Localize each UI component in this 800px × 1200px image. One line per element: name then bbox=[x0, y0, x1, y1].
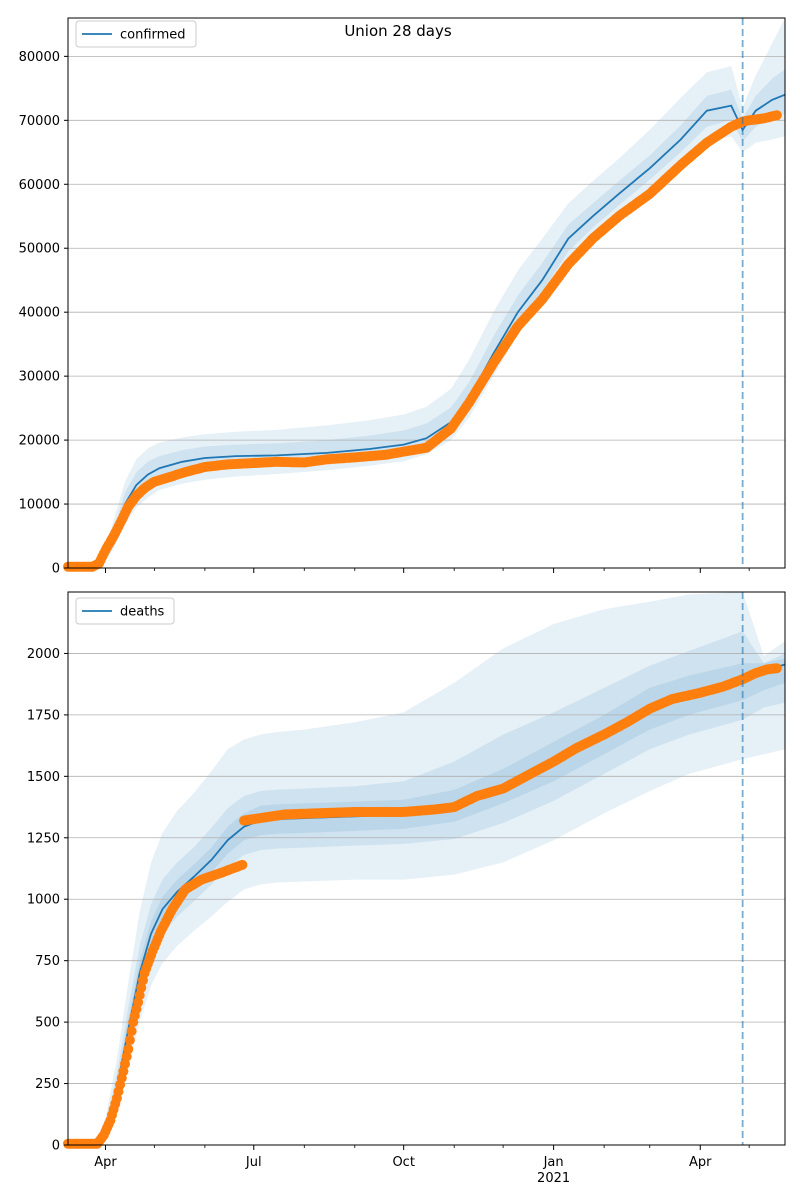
deaths-observed-point bbox=[123, 1044, 134, 1055]
deaths-uncertainty-band-2 bbox=[68, 631, 785, 1145]
confirmed-axes-frame bbox=[67, 17, 786, 569]
deaths-x-tick-label: Jul bbox=[245, 1155, 262, 1170]
confirmed-y-tick-label: 10000 bbox=[19, 498, 60, 513]
deaths-legend: deaths bbox=[75, 597, 175, 625]
deaths-observed-point bbox=[124, 1035, 135, 1046]
deaths-x-tick-label: Apr bbox=[689, 1155, 712, 1170]
deaths-axes-frame bbox=[67, 591, 786, 1146]
confirmed-x-ticks bbox=[104, 568, 750, 573]
deaths-observed-point bbox=[771, 663, 782, 674]
deaths-legend-box bbox=[75, 597, 175, 625]
confirmed-y-tick-label: 40000 bbox=[19, 306, 60, 321]
deaths-observed-points bbox=[63, 663, 782, 1149]
confirmed-model-line-layer bbox=[68, 93, 786, 569]
confirmed-y-tick-label: 0 bbox=[52, 562, 60, 577]
confirmed-y-ticks: 0 10000 20000 30000 40000 50000 60000 70000 8000… bbox=[19, 50, 68, 577]
confirmed-legend-label: confirmed bbox=[120, 28, 186, 43]
confirmed-y-tick-label: 60000 bbox=[19, 178, 60, 193]
confirmed-observed-point bbox=[771, 110, 782, 121]
confirmed-legend: confirmed bbox=[75, 20, 197, 48]
deaths-x-tick-year-label: 2021 bbox=[537, 1171, 570, 1186]
deaths-observed-point bbox=[237, 859, 248, 870]
confirmed-y-tick-label: 20000 bbox=[19, 434, 60, 449]
deaths-y-tick-label: 0 bbox=[52, 1139, 60, 1154]
deaths-y-tick-label: 1000 bbox=[27, 893, 60, 908]
confirmed-bands bbox=[68, 18, 785, 568]
deaths-x-tick-label: Jan bbox=[543, 1155, 564, 1170]
confirmed-uncertainty-band-2 bbox=[68, 69, 785, 568]
deaths-uncertainty-band-3 bbox=[68, 658, 785, 1145]
deaths-observed-point bbox=[126, 1026, 137, 1037]
deaths-y-tick-label: 750 bbox=[35, 954, 60, 969]
panel-deaths: 0 250 500 750 1000 1250 1500 1750 2000 Apr Jul Oct… bbox=[27, 591, 786, 1186]
confirmed-y-tick-label: 30000 bbox=[19, 370, 60, 385]
confirmed-uncertainty-band-1 bbox=[68, 18, 785, 568]
deaths-x-tick-label: Oct bbox=[392, 1155, 414, 1170]
confirmed-y-tick-label: 70000 bbox=[19, 114, 60, 129]
confirmed-observed-points bbox=[63, 110, 782, 572]
deaths-y-tick-label: 500 bbox=[35, 1016, 60, 1031]
confirmed-y-tick-label: 50000 bbox=[19, 242, 60, 257]
confirmed-legend-box bbox=[75, 20, 197, 48]
deaths-legend-label: deaths bbox=[120, 605, 165, 620]
panel-confirmed: 0 10000 20000 30000 40000 50000 60000 70000 8000… bbox=[19, 17, 786, 577]
deaths-y-tick-label: 1750 bbox=[27, 708, 60, 723]
figure-title: Union 28 days bbox=[344, 22, 452, 40]
deaths-y-tick-label: 2000 bbox=[27, 647, 60, 662]
deaths-y-tick-label: 1500 bbox=[27, 770, 60, 785]
confirmed-model-line bbox=[68, 93, 786, 569]
deaths-y-tick-label: 250 bbox=[35, 1077, 60, 1092]
confirmed-y-tick-label: 80000 bbox=[19, 50, 60, 65]
deaths-y-tick-label: 1250 bbox=[27, 831, 60, 846]
deaths-y-ticks: 0 250 500 750 1000 1250 1500 1750 2000 bbox=[27, 647, 68, 1154]
deaths-x-tick-label: Apr bbox=[94, 1155, 117, 1170]
